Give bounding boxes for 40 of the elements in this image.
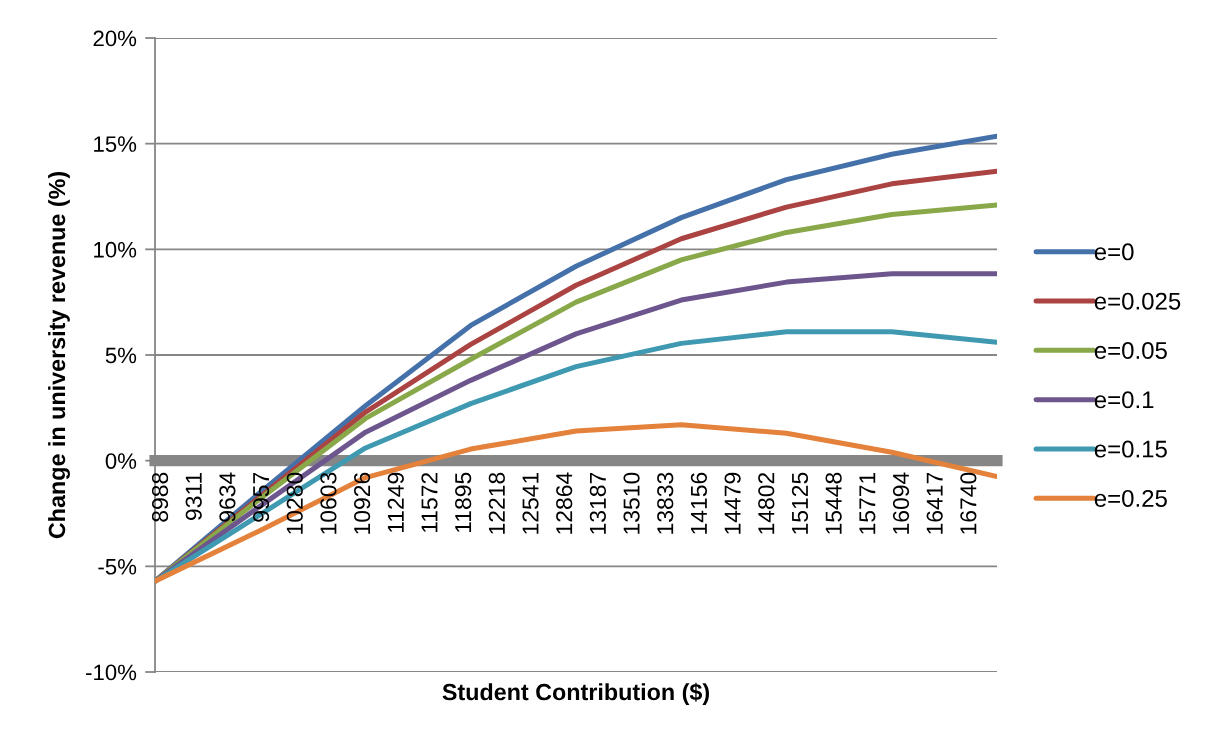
y-tick-label: 10%	[94, 241, 137, 258]
y-tick-label: -10%	[86, 664, 137, 681]
x-axis-title: Student Contribution ($)	[442, 682, 709, 705]
x-tick-label: 15771	[859, 472, 876, 534]
x-tick-label: 13187	[589, 472, 606, 534]
y-tick-label: 0%	[105, 453, 137, 469]
x-tick-label: 15448	[825, 472, 842, 534]
x-tick-label: 14802	[758, 472, 775, 534]
x-tick-label: 16417	[926, 472, 943, 534]
x-tick-label: 10603	[320, 472, 337, 534]
x-tick-label: 12864	[556, 472, 573, 534]
x-tick-label: 11895	[455, 472, 472, 533]
legend-label: e=0.1	[1094, 391, 1154, 409]
y-tick-label: 20%	[93, 30, 137, 47]
y-tick-label: -5%	[98, 558, 137, 575]
legend-label: e=0.05	[1094, 341, 1167, 359]
x-tick-label: 9311	[185, 472, 202, 520]
y-axis-title: Change in university revenue (%)	[48, 172, 70, 539]
legend-label: e=0.25	[1094, 489, 1167, 507]
legend-label: e=0.15	[1094, 440, 1167, 458]
x-tick-label: 8988	[151, 472, 169, 522]
x-tick-label: 11572	[421, 472, 438, 533]
x-tick-label: 12218	[488, 472, 505, 534]
x-tick-label: 13510	[623, 472, 640, 534]
x-tick-label: 10280	[286, 472, 303, 534]
x-tick-label: 13833	[657, 472, 674, 534]
x-tick-label: 9634	[219, 472, 236, 522]
x-tick-label: 16740	[960, 472, 977, 534]
x-tick-label: 14479	[724, 472, 741, 534]
x-tick-label: 12541	[522, 472, 539, 534]
x-tick-label: 11249	[387, 472, 404, 533]
x-tick-label: 9957	[252, 472, 270, 522]
legend-label: e=0.025	[1094, 292, 1181, 310]
legend-label: e=0	[1094, 243, 1134, 261]
x-tick-label: 14156	[690, 472, 708, 534]
x-tick-label: 15125	[791, 472, 809, 534]
y-tick-label: 5%	[105, 347, 137, 364]
y-tick-label: 15%	[94, 136, 137, 152]
x-tick-label: 10926	[354, 472, 371, 534]
x-tick-label: 16094	[892, 472, 910, 534]
